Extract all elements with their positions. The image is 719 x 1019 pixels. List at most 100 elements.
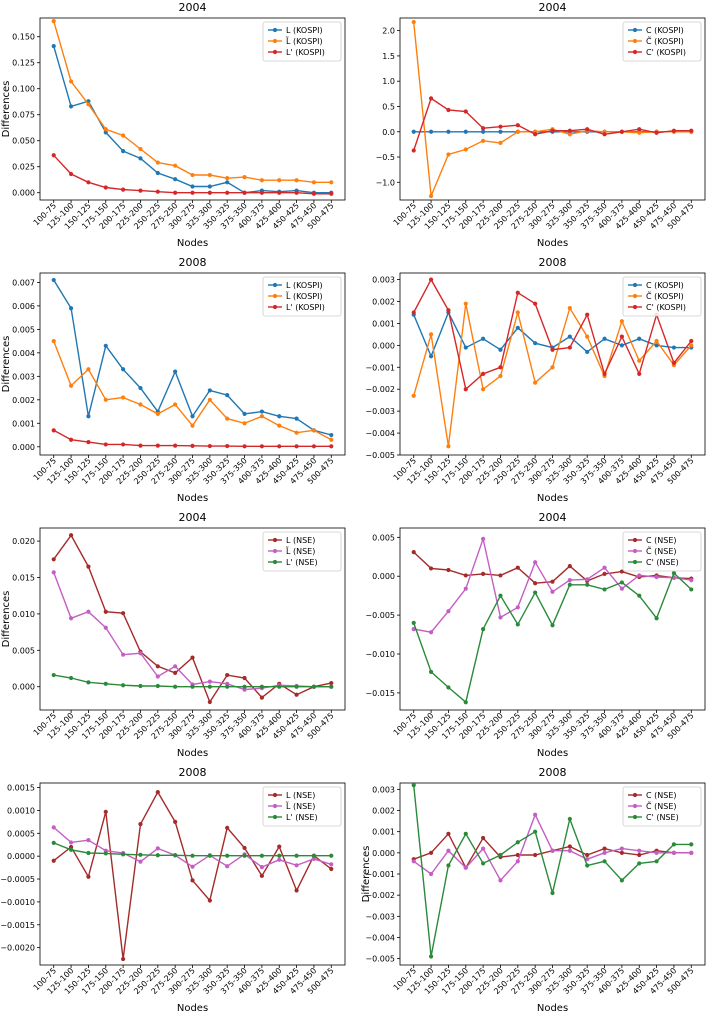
legend-marker: [272, 792, 278, 798]
data-point: [498, 878, 503, 883]
data-point: [225, 176, 230, 181]
data-point: [121, 149, 126, 154]
data-point: [68, 383, 74, 388]
data-point: [242, 684, 247, 689]
y-axis-label: Differences: [1, 336, 12, 393]
data-point: [619, 343, 624, 348]
data-point: [515, 310, 520, 315]
data-point: [155, 189, 160, 194]
data-point: [498, 615, 503, 620]
data-point: [446, 831, 451, 836]
data-point: [277, 684, 282, 689]
data-point: [155, 411, 160, 417]
data-point: [550, 128, 555, 133]
data-point: [103, 851, 108, 856]
y-tick-label: 0.007: [12, 278, 35, 287]
data-point: [550, 589, 555, 594]
y-tick-label: 1.5: [382, 52, 395, 61]
legend-label: L̃ (KOSPI): [285, 291, 322, 301]
data-point: [329, 862, 334, 867]
data-point: [242, 444, 247, 449]
legend: C (NSE)C̃ (NSE) C' (NSE): [622, 786, 702, 827]
y-tick-label: 0.0: [382, 128, 395, 137]
data-point: [619, 850, 624, 855]
x-axis-label: Nodes: [177, 493, 208, 504]
y-tick-label: 0.000: [372, 849, 395, 858]
chart-svg: 2008 −0.005 −0.004 −0.003 −0.002 −0.001 0.000 0…: [361, 766, 706, 1014]
data-point: [51, 428, 56, 433]
data-point: [619, 319, 624, 324]
data-point: [689, 850, 694, 855]
data-point: [138, 651, 143, 656]
data-point: [242, 421, 247, 426]
chart-svg: 2008 0.000 0.001 0.002 0.003 0.004 0.005 0.006 0…: [1, 256, 346, 504]
data-point: [155, 674, 160, 679]
data-point: [411, 148, 416, 153]
data-point: [277, 178, 282, 183]
data-point: [277, 853, 282, 858]
data-point: [446, 152, 451, 157]
data-point: [602, 336, 607, 341]
legend-marker: [272, 293, 278, 299]
y-tick-label: 0.000: [12, 683, 35, 692]
y-tick-label: −0.0010: [0, 898, 35, 907]
data-point: [498, 593, 503, 598]
legend: L (KOSPI)L̃ (KOSPI) L' (KOSPI): [262, 276, 342, 317]
data-point: [329, 866, 334, 872]
data-point: [86, 850, 91, 856]
chart-svg: 20040.0000.0250.0500.0750.1000.1250.1501…: [1, 1, 346, 249]
data-point: [207, 684, 212, 689]
y-tick-label: 0.005: [12, 646, 35, 655]
legend-marker: [272, 537, 278, 543]
chart-panel-3: 2008 0.000 0.001 0.002 0.003 0.004 0.005 0.006 0…: [0, 255, 359, 509]
legend-marker: [272, 304, 278, 310]
data-point: [138, 188, 143, 193]
data-point: [277, 857, 282, 862]
series-3: [411, 571, 694, 705]
y-tick-label: −0.004: [365, 933, 395, 942]
data-point: [259, 444, 264, 449]
data-point: [585, 857, 590, 862]
y-tick-label: −0.005: [365, 611, 395, 620]
data-point: [567, 848, 572, 853]
data-point: [428, 566, 434, 571]
y-tick-label: 0.004: [12, 349, 35, 358]
data-point: [689, 338, 694, 344]
chart-panel-7: 2008 −0.0020 −0.0015 −0.0010 −0.0005 0.0000 0.…: [0, 765, 359, 1019]
data-point: [259, 409, 264, 414]
y-tick-label: 0.5: [382, 102, 395, 111]
data-point: [190, 190, 195, 195]
data-point: [329, 684, 334, 689]
legend-label: C̃ (KOSPI): [646, 291, 684, 301]
legend-marker: [632, 27, 638, 33]
series-3: [51, 840, 334, 858]
data-point: [689, 842, 694, 847]
series-2: [51, 570, 334, 692]
data-point: [481, 387, 486, 392]
data-point: [329, 444, 334, 449]
legend-label: L (KOSPI): [286, 281, 323, 290]
chart-title: 2004: [539, 1, 567, 14]
data-point: [103, 809, 108, 814]
data-point: [103, 130, 108, 135]
data-point: [567, 345, 572, 350]
chart-title: 2008: [179, 766, 207, 779]
data-point: [515, 859, 520, 864]
data-point: [411, 859, 416, 864]
y-tick-label: −0.5: [376, 153, 395, 162]
data-point: [689, 578, 694, 583]
data-point: [585, 127, 590, 132]
data-point: [689, 587, 694, 592]
data-point: [259, 853, 264, 858]
y-tick-label: 0.000: [372, 341, 395, 350]
data-point: [86, 439, 91, 445]
y-tick-label: 0.050: [12, 137, 35, 146]
legend: C (KOSPI)C̃ (KOSPI) C' (KOSPI): [622, 21, 702, 62]
data-point: [428, 193, 434, 199]
data-point: [294, 692, 299, 697]
data-point: [311, 684, 317, 689]
y-tick-label: 0.003: [372, 276, 395, 285]
data-point: [294, 416, 299, 421]
data-point: [515, 622, 520, 627]
data-point: [225, 681, 230, 686]
